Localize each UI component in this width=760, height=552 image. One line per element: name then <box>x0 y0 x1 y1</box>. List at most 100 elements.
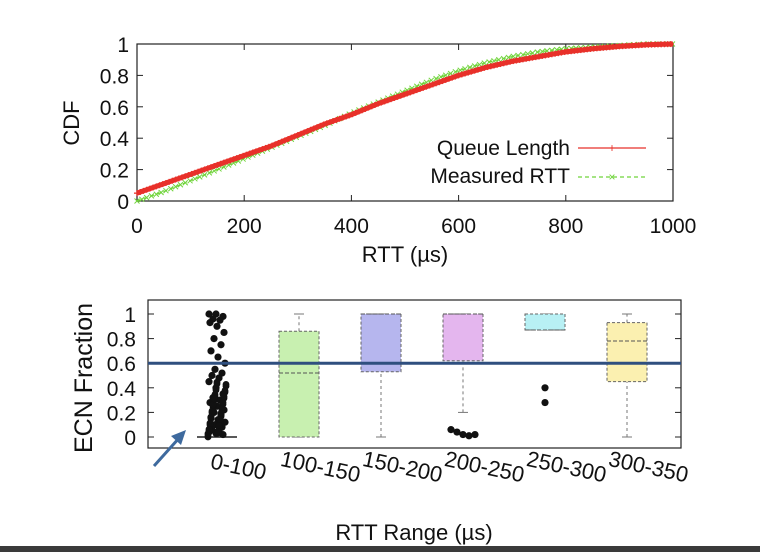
cdf-y-tick-label: 0.4 <box>100 128 130 151</box>
ecn-y-ticks: 00.20.40.60.81 <box>107 304 681 450</box>
ecn-y-tick-label: 0.6 <box>107 353 136 376</box>
outlier-point <box>541 398 549 407</box>
ecn-y-tick-label: 0.4 <box>107 378 137 401</box>
point-measured-rtt <box>534 49 541 55</box>
point-measured-rtt <box>467 64 473 71</box>
outlier-point <box>541 384 549 392</box>
point-measured-rtt <box>134 198 140 204</box>
point-measured-rtt <box>452 68 459 75</box>
legend-label-queue-length: Queue Length <box>437 137 570 160</box>
point-measured-rtt <box>196 173 203 180</box>
point-measured-rtt <box>539 48 546 55</box>
point-measured-rtt <box>462 65 468 72</box>
outlier-point <box>210 395 218 403</box>
point-measured-rtt <box>148 193 155 199</box>
cdf-y-ticks: 0 0.2 0.4 0.6 0.8 1 <box>100 34 673 214</box>
outlier-point <box>209 401 217 409</box>
cdf-y-axis-label: CDF <box>59 100 84 145</box>
cdf-y-tick-label: 0.8 <box>100 65 129 88</box>
point-measured-rtt <box>216 166 222 172</box>
cdf-x-axis-label: RTT (µs) <box>362 242 448 267</box>
point-measured-rtt <box>471 63 478 69</box>
outlier-point <box>453 428 461 436</box>
outlier-point <box>217 409 225 417</box>
cdf-y-tick-label: 0.6 <box>100 97 129 120</box>
ecn-y-axis-label: ECN Fraction <box>70 303 98 453</box>
legend-label-measured-rtt: Measured RTT <box>430 165 570 188</box>
cdf-x-ticks: 0 200 400 600 800 1000 <box>131 44 696 238</box>
point-measured-rtt <box>206 170 213 176</box>
outlier-point <box>216 415 224 423</box>
point-measured-rtt <box>220 164 227 170</box>
legend-marker-measured-rtt: × <box>608 170 615 184</box>
ecn-boxes <box>197 310 648 441</box>
point-measured-rtt <box>138 196 145 203</box>
ecn-y-tick-label: 1 <box>124 304 136 327</box>
point-measured-rtt <box>433 75 439 82</box>
point-measured-rtt <box>510 53 517 60</box>
outlier-point <box>220 328 228 337</box>
cdf-x-tick-label: 600 <box>441 215 476 238</box>
point-measured-rtt <box>438 74 444 80</box>
point-measured-rtt <box>413 83 420 90</box>
annotation-arrow <box>152 430 186 468</box>
point-measured-rtt <box>158 189 164 196</box>
outlier-point <box>213 322 221 330</box>
legend-marker-queue-length: + <box>608 141 615 155</box>
outlier-point <box>216 316 224 324</box>
point-measured-rtt <box>418 81 425 88</box>
window-bottom-bar <box>0 546 760 552</box>
outlier-point <box>208 371 216 380</box>
point-measured-rtt <box>182 179 189 186</box>
outlier-point <box>205 378 213 386</box>
ecn-category-label-250-300: 250-300 <box>524 446 608 487</box>
outlier-point <box>208 407 216 415</box>
point-measured-rtt <box>549 47 555 54</box>
outlier-point <box>205 310 213 318</box>
cdf-series <box>134 41 676 204</box>
point-measured-rtt <box>187 177 193 184</box>
cdf-x-tick-label: 400 <box>334 215 369 238</box>
outlier-point <box>213 378 221 386</box>
box-200-250 <box>442 313 484 362</box>
outlier-point <box>212 384 220 392</box>
outlier-point <box>206 319 214 327</box>
point-measured-rtt <box>192 175 198 182</box>
outlier-point <box>211 365 219 373</box>
box-100-150 <box>278 330 320 438</box>
point-measured-rtt <box>505 54 512 61</box>
cdf-x-tick-label: 1000 <box>650 215 697 238</box>
cdf-x-tick-label: 200 <box>227 215 262 238</box>
ecn-y-tick-label: 0.2 <box>107 402 136 425</box>
cdf-legend: Queue Length + Measured RTT × <box>430 137 646 188</box>
outlier-point <box>219 399 227 407</box>
point-measured-rtt <box>529 50 536 56</box>
outlier-point <box>459 430 467 439</box>
outlier-point <box>217 341 225 349</box>
ecn-category-label-150-200: 150-200 <box>360 446 444 487</box>
point-measured-rtt <box>442 72 449 79</box>
box-250-300 <box>524 313 566 331</box>
cdf-y-tick-label: 1 <box>117 34 129 57</box>
point-measured-rtt <box>491 57 497 64</box>
outlier-point <box>447 426 455 434</box>
outlier-point <box>210 335 218 343</box>
point-measured-rtt <box>520 51 526 58</box>
point-measured-rtt <box>163 187 169 194</box>
cdf-y-tick-label: 0.2 <box>100 160 129 183</box>
ecn-x-axis-label: RTT Range (µs) <box>335 520 492 545</box>
point-measured-rtt <box>486 59 493 65</box>
point-measured-rtt <box>167 185 174 192</box>
ecn-category-label-100-150: 100-150 <box>278 446 362 487</box>
outlier-point <box>206 419 214 427</box>
point-measured-rtt <box>481 60 488 67</box>
ecn-y-tick-label: 0.8 <box>107 329 136 352</box>
outlier-point <box>214 428 222 435</box>
box-300-350 <box>606 322 648 383</box>
point-measured-rtt <box>201 172 208 178</box>
point-measured-rtt <box>457 67 464 74</box>
point-measured-rtt <box>177 181 184 188</box>
ecn-category-label-0-100: 0-100 <box>208 449 268 485</box>
